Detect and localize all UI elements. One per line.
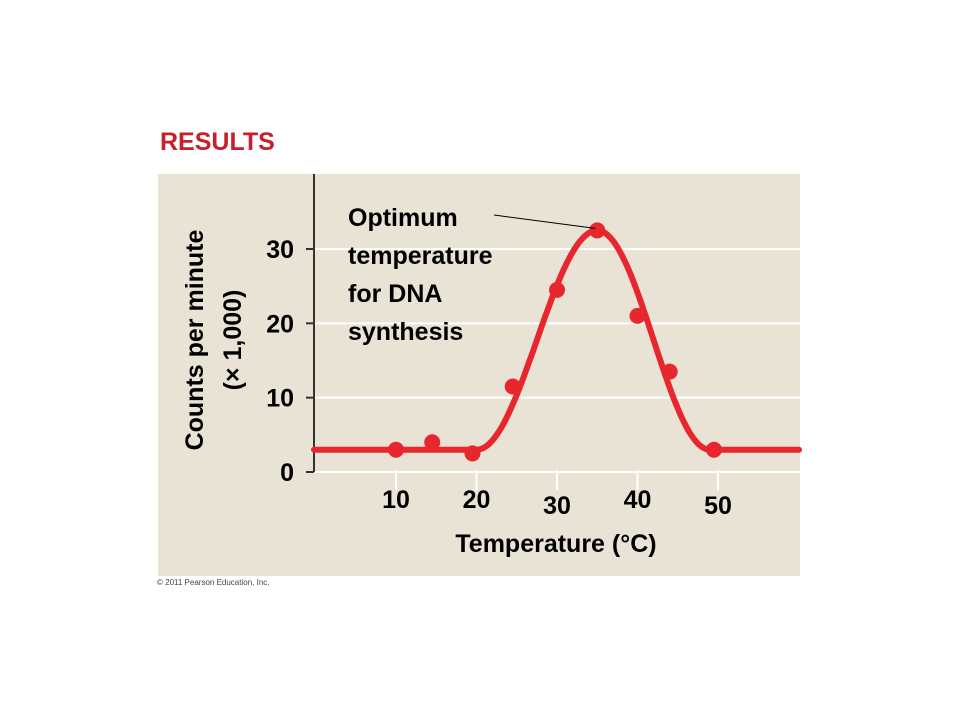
annotation-line: Optimum: [348, 204, 458, 232]
y-axis-title-line1: Counts per minute: [181, 229, 209, 450]
y-axis-title-line2: (× 1,000): [219, 290, 247, 391]
data-point: [661, 363, 678, 380]
gridlines: [306, 248, 800, 490]
data-point: [589, 222, 606, 239]
y-tick-label: 10: [266, 385, 294, 413]
annotation-leader-line: [493, 214, 596, 229]
x-tick-label: 40: [624, 486, 652, 514]
data-points: [388, 222, 722, 462]
annotation-line: temperature: [348, 242, 493, 270]
data-point: [629, 307, 646, 324]
data-point: [464, 445, 481, 462]
y-tick-label: 20: [266, 310, 294, 338]
annotation-optimum-temperature: Optimum temperature for DNA synthesis: [348, 204, 493, 346]
results-heading: RESULTS: [160, 128, 275, 156]
x-tick-labels: 10 20 30 40 50: [382, 486, 732, 520]
data-point: [549, 281, 565, 298]
x-tick-label: 30: [543, 492, 571, 520]
y-axis-title: Counts per minute (× 1,000): [181, 229, 247, 450]
data-point: [388, 441, 404, 458]
y-tick-label: 0: [280, 459, 294, 487]
y-tick-labels: 0 10 20 30: [266, 236, 294, 487]
annotation-line: synthesis: [348, 318, 463, 346]
copyright-notice: © 2011 Pearson Education, Inc.: [157, 578, 270, 587]
data-point: [424, 434, 441, 451]
x-tick-label: 20: [463, 486, 491, 514]
y-tick-label: 30: [266, 236, 294, 264]
chart-panel: [158, 174, 800, 576]
x-tick-label: 50: [704, 492, 732, 520]
data-point: [705, 441, 722, 458]
x-tick-label: 10: [382, 486, 410, 514]
annotation-line: for DNA: [348, 280, 442, 308]
x-axis-title: Temperature (°C): [455, 530, 656, 558]
data-point: [504, 378, 521, 395]
